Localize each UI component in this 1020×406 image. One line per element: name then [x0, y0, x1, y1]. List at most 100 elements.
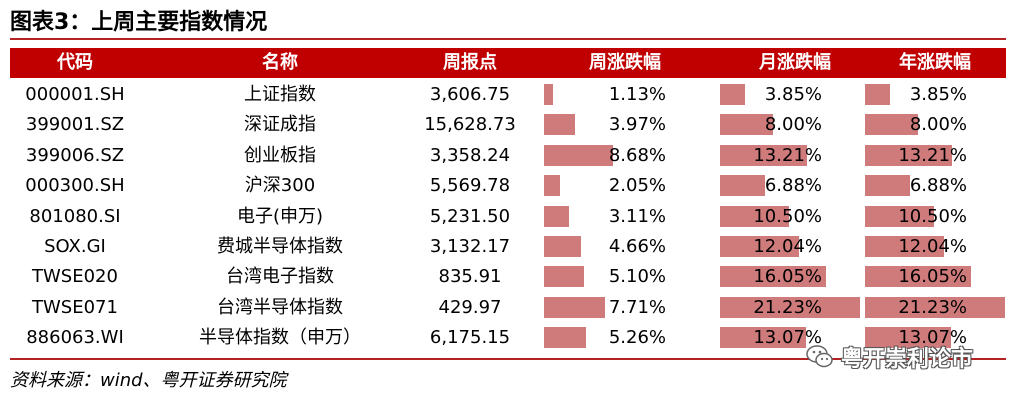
bar-month [720, 205, 790, 227]
cell-week-change: 1.13% [608, 84, 666, 105]
bar-month [720, 296, 861, 318]
bar-week [544, 236, 581, 257]
cell-code: 399001.SZ [25, 114, 125, 136]
cell-week-change: 4.66% [608, 236, 666, 257]
table-row: 399006.SZ 创业板指 3,358.24 8.68% 13.21% 13.21% [10, 141, 1006, 171]
bar-month [720, 266, 826, 288]
cell-name: 台湾电子指数 [226, 266, 334, 288]
cell-code: 801080.SI [29, 205, 121, 227]
bar-week [544, 114, 576, 136]
cell-code: 399006.SZ [25, 144, 125, 166]
cell-close: 3,606.75 [429, 84, 511, 105]
cell-name: 半导体指数（申万） [199, 327, 361, 349]
bar-year [865, 266, 971, 288]
cell-year-change: 8.00% [909, 114, 967, 136]
cell-month-change: 8.00% [764, 114, 822, 136]
watermark-text: 粤开崇利论市 [841, 347, 974, 372]
cell-name: 深证成指 [244, 114, 316, 136]
cell-close: 15,628.73 [424, 114, 516, 136]
bar-week [544, 144, 613, 166]
page-title: 图表3：上周主要指数情况 [10, 10, 268, 35]
header-month-change: 月涨跌幅 [759, 52, 831, 73]
source-note: 资料来源：wind、粤开证券研究院 [10, 370, 287, 391]
cell-year-change: 6.88% [909, 175, 967, 197]
bar-year [865, 205, 935, 227]
cell-year-change: 13.21% [898, 144, 967, 166]
bar-month [720, 236, 800, 257]
cell-year-change: 12.04% [898, 236, 967, 257]
header-close: 周报点 [443, 52, 497, 73]
cell-year-change: 3.85% [909, 84, 967, 105]
bar-year [865, 236, 945, 257]
wechat-icon [806, 345, 833, 368]
bar-week [544, 205, 569, 227]
bar-year [865, 296, 1006, 318]
cell-code: TWSE071 [32, 296, 118, 318]
cell-close: 429.97 [438, 296, 502, 318]
bar-month [720, 84, 746, 105]
cell-week-change: 3.11% [608, 205, 666, 227]
cell-close: 5,569.78 [429, 175, 511, 197]
table-row: 000300.SH 沪深300 5,569.78 2.05% 6.88% 6.88% [10, 171, 1006, 201]
table-row: 801080.SI 电子(申万) 5,231.50 3.11% 10.50% 10.50% [10, 202, 1006, 232]
bar-year [865, 84, 891, 105]
cell-close: 3,132.17 [429, 236, 511, 257]
cell-week-change: 2.05% [608, 175, 666, 197]
cell-close: 5,231.50 [429, 205, 511, 227]
cell-close: 6,175.15 [429, 327, 511, 349]
cell-code: SOX.GI [44, 236, 106, 257]
table-row: 399001.SZ 深证成指 15,628.73 3.97% 8.00% 8.00% [10, 110, 1006, 140]
cell-week-change: 5.26% [608, 327, 666, 349]
cell-month-change: 3.85% [764, 84, 822, 105]
cell-month-change: 21.23% [753, 296, 822, 318]
bar-month [720, 144, 808, 166]
bar-week [544, 84, 553, 105]
cell-month-change: 13.21% [753, 144, 822, 166]
bar-year [865, 175, 911, 197]
cell-year-change: 16.05% [898, 266, 967, 288]
bar-week [544, 175, 561, 197]
bottom-rule [10, 358, 1006, 360]
header-code: 代码 [57, 52, 93, 73]
bar-week [544, 296, 605, 318]
cell-name: 台湾半导体指数 [217, 296, 343, 318]
bar-week [544, 327, 586, 349]
cell-code: 000001.SH [25, 84, 125, 105]
bar-week [544, 266, 585, 288]
cell-year-change: 10.50% [898, 205, 967, 227]
cell-name: 创业板指 [244, 144, 316, 166]
table-row: 886063.WI 半导体指数（申万） 6,175.15 5.26% 13.07% 13.… [10, 323, 1006, 353]
cell-week-change: 8.68% [608, 144, 666, 166]
cell-month-change: 10.50% [753, 205, 822, 227]
watermark: 粤开崇利论市 [805, 340, 973, 374]
header-name: 名称 [262, 52, 298, 73]
cell-name: 电子(申万) [236, 205, 324, 227]
cell-month-change: 13.07% [753, 327, 822, 349]
cell-week-change: 5.10% [608, 266, 666, 288]
table-header: 代码 名称 周报点 周涨跌幅 月涨跌幅 年涨跌幅 [10, 48, 1006, 78]
table-row: 000001.SH 上证指数 3,606.75 1.13% 3.85% 3.85% [10, 80, 1006, 110]
cell-week-change: 7.71% [608, 296, 666, 318]
table-row: SOX.GI 费城半导体指数 3,132.17 4.66% 12.04% 12.04% [10, 232, 1006, 262]
bar-year [865, 114, 918, 136]
cell-month-change: 12.04% [753, 236, 822, 257]
bar-month [720, 175, 766, 197]
cell-name: 上证指数 [244, 84, 316, 105]
bar-year [865, 144, 953, 166]
header-year-change: 年涨跌幅 [899, 52, 971, 73]
cell-code: 886063.WI [26, 327, 124, 349]
title-rule [10, 38, 1006, 40]
bar-year [865, 327, 952, 349]
cell-code: TWSE020 [32, 266, 118, 288]
cell-week-change: 3.97% [608, 114, 666, 136]
table-row: TWSE071 台湾半导体指数 429.97 7.71% 21.23% 21.23% [10, 293, 1006, 323]
cell-code: 000300.SH [25, 175, 125, 197]
header-week-change: 周涨跌幅 [589, 52, 661, 73]
cell-month-change: 16.05% [753, 266, 822, 288]
cell-year-change: 13.07% [898, 327, 967, 349]
cell-close: 3,358.24 [429, 144, 511, 166]
cell-name: 沪深300 [244, 175, 316, 197]
cell-month-change: 6.88% [764, 175, 822, 197]
cell-name: 费城半导体指数 [217, 236, 343, 257]
cell-year-change: 21.23% [898, 296, 967, 318]
